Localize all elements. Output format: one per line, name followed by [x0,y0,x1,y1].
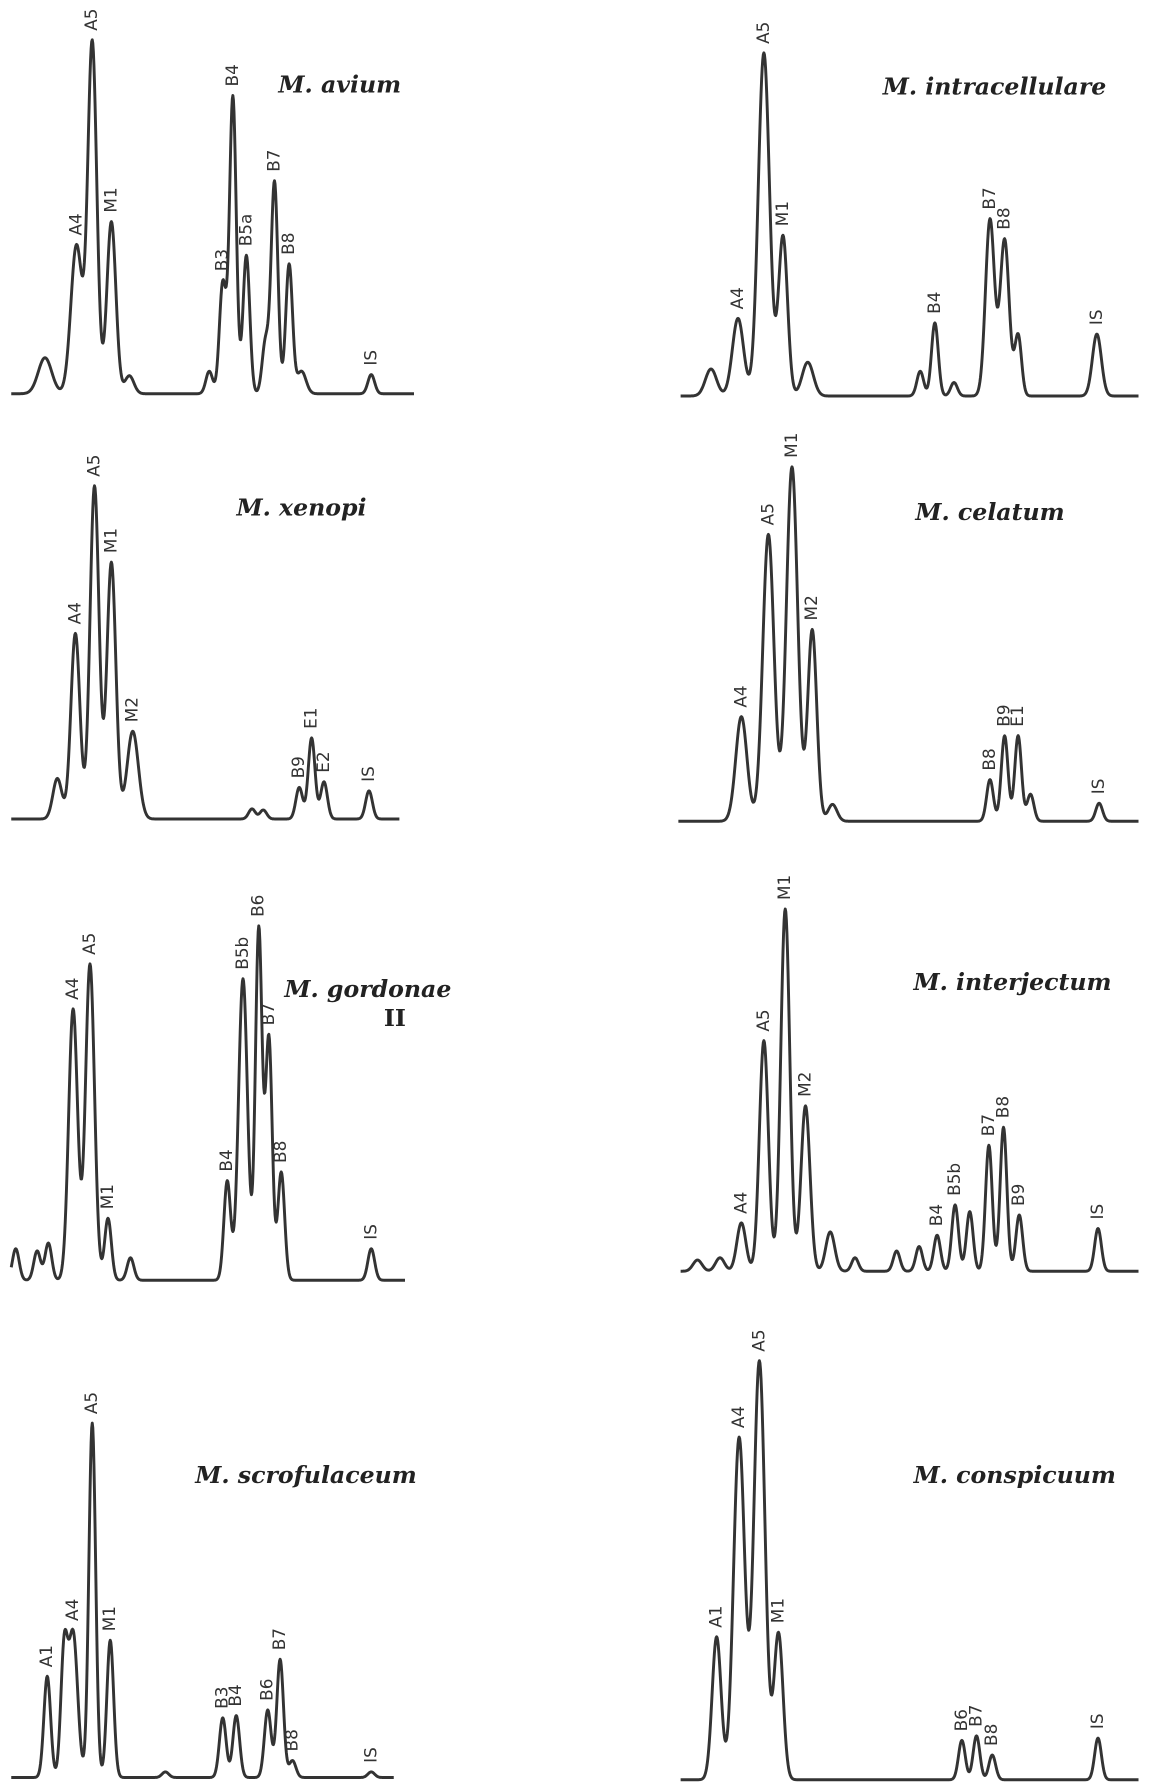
peak-label: B6 [951,1709,971,1731]
peak-label: B4 [222,64,242,86]
peak-label: M1 [100,528,120,553]
peak-label: B8 [979,748,999,770]
peak-label: B8 [993,1096,1013,1118]
peak-label: M2 [795,1072,815,1097]
peak-label: E1 [301,708,321,729]
panel-title: M. interjectum [912,968,1111,996]
peak-label: B7 [966,1705,986,1727]
peak-label: M1 [97,1184,117,1209]
peak-label: B4 [225,1684,245,1706]
chromatogram-trace [679,1359,1140,1782]
peak-label: A4 [728,1406,748,1428]
panel-title: M. intracellulare [882,73,1107,101]
peak-label: B8 [281,1729,301,1751]
peak-label: E1 [1007,705,1027,726]
peak-label: B5b [944,1163,964,1196]
panel-title-line2: II [384,1004,406,1032]
panel-title: M. avium [277,70,401,98]
peak-label: B6 [248,895,268,917]
panel-title: M. scrofulaceum [194,1461,417,1489]
peak-label: A5 [81,9,101,31]
peak-label: B7 [978,1114,998,1136]
peak-label: A4 [66,213,86,235]
peak-label: IS [358,766,378,782]
peak-label: B4 [216,1149,236,1171]
chromatogram-trace [677,465,1140,823]
peak-label: E2 [313,751,333,772]
peak-label: A5 [84,454,104,476]
peak-label: IS [360,1747,380,1763]
peak-label: A5 [757,503,777,525]
peak-label: A5 [81,1392,101,1414]
peak-label: M1 [99,1606,119,1631]
peak-label: A4 [727,287,747,309]
peak-label: M1 [100,187,120,212]
peak-label: B4 [926,1204,946,1226]
peak-label: A1 [36,1645,56,1667]
peak-label: M1 [781,433,801,458]
peak-label: A5 [753,22,773,44]
peak-label: M1 [767,1598,787,1623]
peak-label: A1 [706,1605,726,1627]
peak-label: B3 [212,249,232,271]
peak-label: M1 [774,875,794,900]
peak-label: IS [360,350,380,366]
peak-label: A4 [62,978,82,1000]
peak-label: B3 [212,1687,232,1709]
peak-label: M2 [801,595,821,620]
peak-label: B8 [270,1141,290,1163]
peak-label: B5b [232,937,252,970]
peak-label: M1 [772,201,792,226]
peak-label: IS [1087,1713,1107,1729]
peak-label: IS [360,1224,380,1240]
chromatogram-trace [10,1421,395,1779]
panel-title: M. conspicuum [913,1461,1116,1489]
peak-label: A4 [64,602,84,624]
peak-label: IS [1087,1204,1107,1220]
peak-label: B9 [994,704,1014,726]
peak-label: A5 [79,933,99,955]
peak-label: B4 [924,292,944,314]
chromatogram-trace [679,51,1140,398]
peak-label: B5a [235,214,255,247]
peak-label: A4 [62,1599,82,1621]
peak-label: B8 [278,233,298,255]
chromatogram-trace [10,38,415,396]
peak-label: B7 [264,149,284,171]
peak-label: A5 [748,1329,768,1351]
panel-title: M. xenopi [235,493,366,521]
chromatogram-trace [9,924,406,1282]
peak-label: A5 [753,1009,773,1031]
peak-label: B7 [269,1628,289,1650]
peak-label: IS [1086,309,1106,325]
peak-label: A4 [730,685,750,707]
chromatogram-trace [679,907,1140,1273]
peak-label: B7 [258,1003,278,1025]
panel-title: M. gordonae [283,975,451,1003]
peak-label: B6 [257,1679,277,1701]
peak-label: M2 [122,697,142,722]
panel-title: M. celatum [914,498,1064,526]
chromatogram-trace [10,484,401,821]
peak-label: A4 [730,1192,750,1214]
peak-label: IS [1088,779,1108,795]
peak-label: B9 [288,756,308,778]
peak-label: B8 [981,1724,1001,1746]
peak-label: B7 [979,187,999,209]
peak-label: B9 [1008,1184,1028,1206]
peak-label: B8 [994,207,1014,229]
